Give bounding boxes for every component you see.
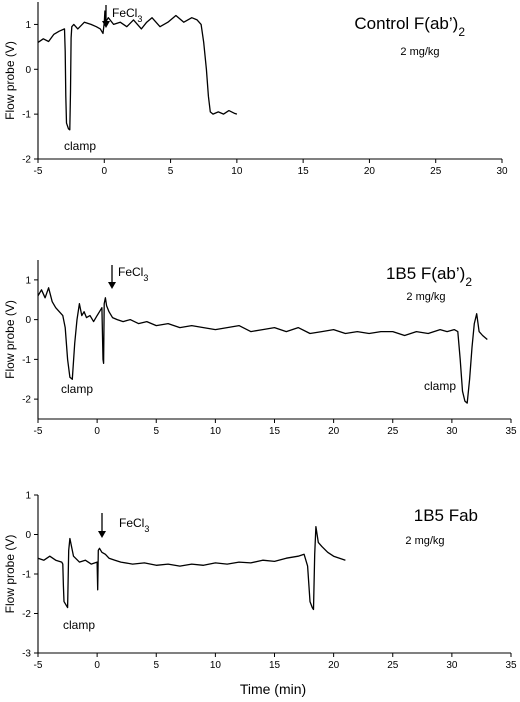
- x-tick-label: 10: [231, 166, 243, 177]
- x-tick-label: -5: [34, 660, 43, 671]
- fecl3-annotation: FeCl3: [112, 6, 142, 24]
- y-axis-label: Flow probe (V): [3, 300, 17, 379]
- dose-label: 2 mg/kg: [405, 535, 444, 547]
- x-tick-label: 5: [168, 166, 174, 177]
- x-tick-label: 20: [328, 660, 340, 671]
- fecl3-annotation: FeCl3: [119, 516, 149, 534]
- x-tick-label: -5: [34, 426, 43, 437]
- x-tick-label: 35: [505, 426, 517, 437]
- x-tick-label: 20: [364, 166, 376, 177]
- x-tick-label: 10: [210, 426, 222, 437]
- x-tick-label: 30: [496, 166, 508, 177]
- x-tick-label: -5: [34, 166, 43, 177]
- y-axis-label: Flow probe (V): [3, 41, 17, 120]
- flow-trace-line: [37, 525, 346, 611]
- x-tick-label: 5: [153, 426, 159, 437]
- panel-1b5-fab: -5 0 5 10 15 20 25 30 35 -3 -2 -1 0 1 Flow probe (V) 1B…: [3, 491, 517, 672]
- x-tick-label: 25: [430, 166, 442, 177]
- y-tick-label: 1: [25, 491, 31, 502]
- dose-label: 2 mg/kg: [400, 46, 439, 58]
- x-tick-label: 5: [153, 660, 159, 671]
- x-tick-label: 35: [505, 660, 517, 671]
- clamp-annotation: clamp: [61, 382, 93, 396]
- panel-title: 1B5 Fab: [414, 506, 478, 525]
- y-tick-label: -1: [22, 110, 31, 121]
- fecl3-annotation: FeCl3: [118, 265, 148, 283]
- flow-trace-line: [37, 287, 488, 404]
- x-tick-label: 15: [269, 660, 281, 671]
- panel-1b5-fab2: -5 0 5 10 15 20 25 30 35 -2 -1 0 1 Flow probe (V) 1B5 …: [3, 260, 517, 437]
- fecl3-arrow-head: [98, 531, 106, 538]
- x-axis-label: Time (min): [240, 681, 306, 697]
- x-tick-label: 15: [298, 166, 310, 177]
- y-tick-label: -2: [22, 155, 31, 166]
- y-tick-label: -1: [22, 355, 31, 366]
- clamp-annotation: clamp: [64, 139, 96, 153]
- x-tick-label: 0: [94, 660, 100, 671]
- panel-control-fab2: -5 0 5 10 15 20 25 30 -2 -1 0 1 Flow probe (V) Contro…: [3, 2, 508, 177]
- x-tick-label: 0: [94, 426, 100, 437]
- clamp-annotation: clamp: [63, 618, 95, 632]
- y-tick-label: 0: [25, 530, 31, 541]
- panel-title: 1B5 F(ab’)2: [386, 264, 472, 289]
- fecl3-arrow-head: [108, 282, 116, 289]
- x-tick-label: 25: [387, 660, 399, 671]
- x-tick-label: 30: [446, 660, 458, 671]
- x-tick-label: 30: [446, 426, 458, 437]
- fecl3-arrow-head: [102, 21, 110, 28]
- x-tick-label: 10: [210, 660, 222, 671]
- y-tick-label: 1: [25, 20, 31, 31]
- flow-trace-line: [37, 10, 238, 131]
- y-tick-label: -2: [22, 609, 31, 620]
- x-tick-label: 15: [269, 426, 281, 437]
- y-tick-label: 0: [25, 65, 31, 76]
- y-tick-label: -1: [22, 570, 31, 581]
- y-tick-label: 0: [25, 315, 31, 326]
- y-axis-label: Flow probe (V): [3, 535, 17, 614]
- x-tick-label: 0: [102, 166, 108, 177]
- y-tick-label: -3: [22, 649, 31, 660]
- y-tick-label: -2: [22, 395, 31, 406]
- x-tick-label: 20: [328, 426, 340, 437]
- panel-title: Control F(ab’)2: [354, 14, 465, 39]
- y-tick-label: 1: [25, 275, 31, 286]
- dose-label: 2 mg/kg: [406, 291, 445, 303]
- x-tick-label: 25: [387, 426, 399, 437]
- clamp-annotation: clamp: [424, 379, 456, 393]
